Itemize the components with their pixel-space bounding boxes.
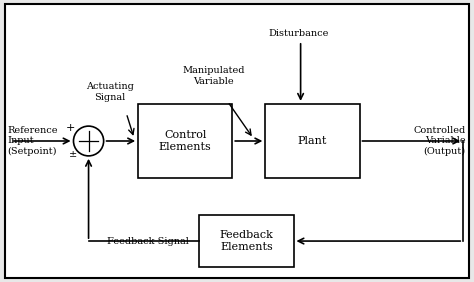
- Text: Reference
Input
(Setpoint): Reference Input (Setpoint): [7, 126, 57, 156]
- Text: Controlled
Variable
(Output): Controlled Variable (Output): [413, 126, 465, 156]
- Text: Actuating
Signal: Actuating Signal: [86, 82, 134, 102]
- Bar: [138, 104, 232, 178]
- Text: Feedback Signal: Feedback Signal: [107, 237, 188, 246]
- Text: Control
Elements: Control Elements: [159, 130, 211, 152]
- Text: ±: ±: [69, 149, 77, 158]
- Text: Disturbance: Disturbance: [268, 29, 328, 38]
- Text: Manipulated
Variable: Manipulated Variable: [182, 66, 245, 85]
- Circle shape: [73, 126, 104, 156]
- Text: +: +: [66, 123, 75, 133]
- Bar: [265, 104, 359, 178]
- Text: Feedback
Elements: Feedback Elements: [219, 230, 273, 252]
- Text: Plant: Plant: [298, 136, 327, 146]
- Bar: [199, 215, 293, 267]
